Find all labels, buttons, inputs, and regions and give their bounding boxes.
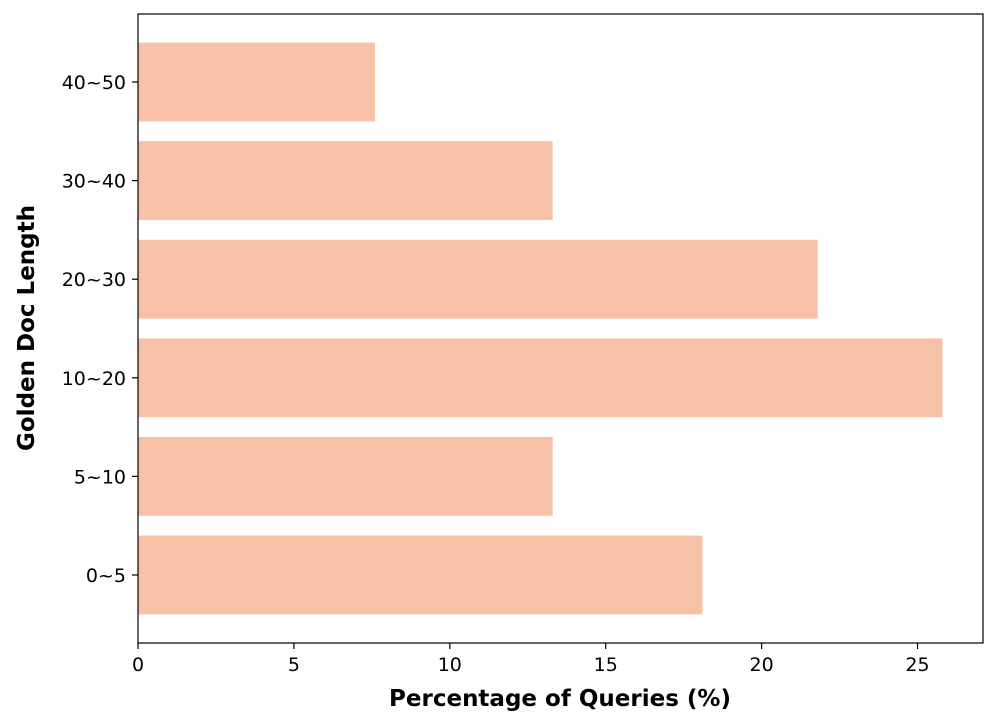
y-tick-label: 40~50	[62, 72, 126, 94]
y-tick-label: 30~40	[62, 171, 126, 193]
plot-frame	[137, 13, 984, 644]
bar	[138, 141, 553, 221]
x-tick-label: 0	[132, 654, 144, 676]
y-axis-label: Golden Doc Length	[14, 205, 40, 451]
bar	[138, 338, 943, 418]
x-tick-label: 10	[438, 654, 462, 676]
y-tick-label: 5~10	[74, 466, 126, 488]
x-tick-label: 5	[288, 654, 300, 676]
y-tick-label: 10~20	[62, 368, 126, 390]
bar	[138, 239, 818, 319]
x-axis-label: Percentage of Queries (%)	[389, 686, 731, 712]
x-tick-label: 15	[594, 654, 618, 676]
bar	[138, 42, 375, 122]
x-tick-label: 20	[750, 654, 774, 676]
x-tick-label: 25	[905, 654, 929, 676]
bar	[138, 535, 703, 615]
y-tick-label: 20~30	[62, 269, 126, 291]
bar	[138, 436, 553, 516]
y-tick-label: 0~5	[86, 565, 126, 587]
